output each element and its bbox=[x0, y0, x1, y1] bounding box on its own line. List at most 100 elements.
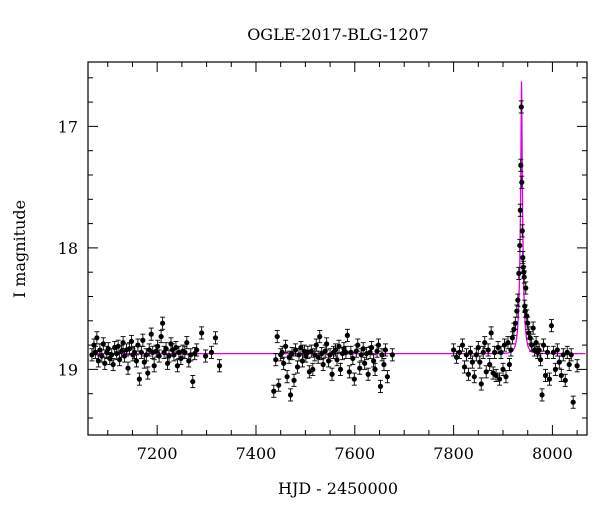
point-marker bbox=[286, 354, 292, 360]
data-point bbox=[357, 361, 363, 375]
point-marker bbox=[100, 341, 106, 347]
data-point bbox=[493, 368, 499, 382]
point-marker bbox=[568, 352, 574, 358]
point-marker bbox=[298, 344, 304, 351]
point-marker bbox=[525, 320, 531, 326]
data-point bbox=[148, 327, 154, 341]
point-marker bbox=[94, 335, 100, 341]
point-marker bbox=[336, 343, 342, 349]
point-marker bbox=[556, 359, 562, 365]
point-marker bbox=[110, 361, 116, 368]
point-marker bbox=[276, 382, 282, 388]
data-point bbox=[208, 345, 215, 359]
point-marker bbox=[320, 361, 326, 368]
point-marker bbox=[273, 357, 279, 363]
point-marker bbox=[334, 357, 340, 363]
data-point bbox=[283, 339, 289, 353]
point-marker bbox=[313, 342, 319, 348]
point-marker bbox=[120, 340, 126, 346]
point-marker bbox=[469, 359, 475, 365]
y-tick-label: 18 bbox=[58, 239, 78, 258]
point-marker bbox=[493, 372, 499, 379]
point-marker bbox=[465, 371, 472, 377]
data-point bbox=[281, 356, 287, 370]
point-marker bbox=[109, 352, 115, 358]
data-point bbox=[500, 362, 506, 376]
point-marker bbox=[533, 340, 539, 346]
data-point bbox=[184, 336, 190, 350]
x-axis-label: HJD - 2450000 bbox=[278, 479, 398, 498]
data-point bbox=[138, 345, 144, 359]
point-marker bbox=[518, 104, 524, 110]
point-marker bbox=[506, 361, 513, 368]
point-marker bbox=[520, 255, 526, 261]
point-marker bbox=[324, 341, 330, 347]
point-marker bbox=[138, 349, 144, 355]
model-curve bbox=[90, 81, 586, 355]
x-tick-label: 7800 bbox=[433, 444, 474, 463]
data-point bbox=[163, 342, 169, 356]
data-point bbox=[212, 331, 219, 345]
data-point bbox=[136, 372, 142, 386]
data-point bbox=[508, 343, 514, 357]
point-marker bbox=[505, 340, 511, 346]
data-point bbox=[329, 367, 335, 381]
point-marker bbox=[461, 364, 468, 370]
point-marker bbox=[351, 376, 357, 382]
data-point bbox=[375, 338, 382, 352]
point-marker bbox=[500, 366, 506, 372]
data-point bbox=[145, 366, 151, 380]
point-marker bbox=[131, 349, 138, 355]
point-marker bbox=[379, 352, 385, 358]
point-marker bbox=[523, 285, 529, 291]
point-marker bbox=[522, 303, 528, 309]
point-marker bbox=[355, 342, 361, 348]
point-marker bbox=[529, 342, 535, 348]
point-marker bbox=[471, 374, 477, 380]
data-point bbox=[560, 348, 566, 362]
point-marker bbox=[163, 346, 169, 352]
point-marker bbox=[283, 343, 289, 349]
point-marker bbox=[517, 207, 523, 213]
data-point bbox=[384, 370, 390, 384]
data-point bbox=[461, 360, 468, 374]
y-tick-label: 19 bbox=[58, 360, 78, 379]
data-point bbox=[471, 370, 477, 384]
point-marker bbox=[343, 349, 349, 355]
data-point bbox=[520, 251, 526, 265]
data-point bbox=[199, 326, 205, 340]
point-marker bbox=[158, 333, 164, 340]
data-point bbox=[343, 345, 349, 359]
data-point bbox=[382, 343, 389, 357]
point-marker bbox=[512, 320, 518, 326]
point-marker bbox=[540, 342, 547, 348]
point-marker bbox=[279, 349, 285, 355]
point-marker bbox=[372, 366, 378, 372]
point-marker bbox=[518, 162, 524, 168]
point-marker bbox=[503, 374, 509, 380]
data-point bbox=[477, 355, 483, 369]
axes: 7200 7400 7600 7800 8000 17 18 19 bbox=[58, 62, 587, 463]
point-marker bbox=[156, 353, 162, 359]
point-marker bbox=[174, 363, 181, 369]
point-marker bbox=[524, 313, 530, 319]
point-marker bbox=[151, 363, 157, 369]
data-point bbox=[308, 344, 314, 358]
point-marker bbox=[516, 270, 522, 277]
point-marker bbox=[173, 344, 179, 351]
point-marker bbox=[562, 377, 568, 383]
point-marker bbox=[482, 340, 488, 346]
data-point bbox=[271, 384, 277, 398]
point-marker bbox=[188, 352, 194, 358]
point-marker bbox=[382, 347, 389, 353]
data-point bbox=[294, 360, 301, 374]
data-point bbox=[102, 356, 108, 370]
point-marker bbox=[381, 361, 387, 368]
point-marker bbox=[202, 353, 209, 359]
data-point bbox=[518, 100, 524, 114]
data-point bbox=[537, 353, 544, 367]
data-point bbox=[478, 377, 484, 391]
point-marker bbox=[574, 363, 580, 369]
data-point bbox=[92, 345, 99, 359]
point-marker bbox=[289, 350, 295, 357]
